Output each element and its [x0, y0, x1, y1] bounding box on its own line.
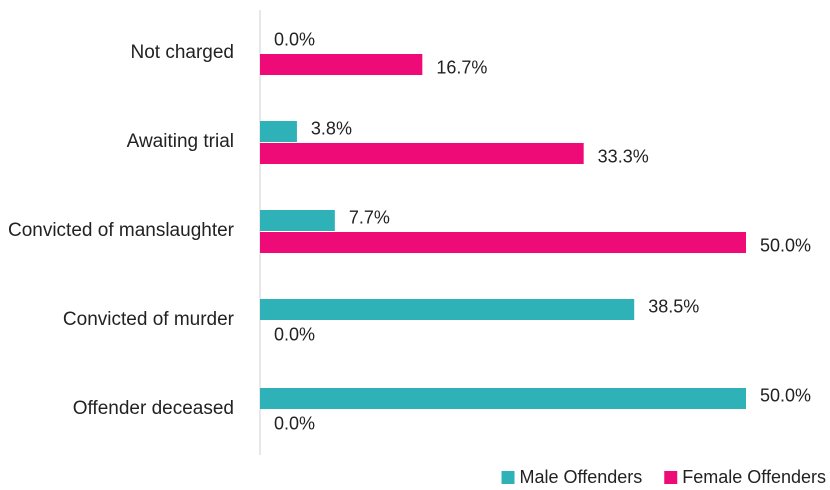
bar: [260, 210, 335, 231]
category-text: Convicted of manslaughter: [7, 220, 234, 241]
value-label: 7.7%: [349, 207, 390, 227]
value-label: 33.3%: [598, 146, 649, 166]
value-label: 50.0%: [760, 385, 811, 405]
category-text: Offender deceased: [72, 398, 234, 419]
bar: [260, 143, 584, 164]
category-text: Awaiting trial: [126, 131, 234, 152]
category-text: Convicted of murder: [62, 309, 234, 330]
legend-label: Male Offenders: [520, 467, 643, 487]
bar: [260, 299, 635, 320]
legend-label: Female Offenders: [682, 467, 826, 487]
bar: [260, 54, 423, 75]
bar: [260, 388, 746, 409]
value-label: 16.7%: [436, 57, 487, 77]
value-label: 0.0%: [274, 413, 315, 433]
value-label: 38.5%: [648, 296, 699, 316]
legend-swatch: [501, 471, 515, 484]
value-label: 0.0%: [274, 324, 315, 344]
category-text: Not charged: [130, 42, 234, 63]
category-label: Awaiting trial: [0, 130, 234, 154]
value-label: 50.0%: [760, 235, 811, 255]
category-label: Convicted of murder: [0, 308, 234, 332]
bar: [260, 121, 297, 142]
category-label: Offender deceased: [0, 397, 234, 421]
value-label: 3.8%: [311, 118, 352, 138]
category-label: Not charged: [0, 41, 234, 65]
category-label: Convicted of manslaughter: [0, 219, 234, 243]
legend-swatch: [664, 471, 678, 484]
bar: [260, 232, 746, 253]
value-label: 0.0%: [274, 29, 315, 49]
